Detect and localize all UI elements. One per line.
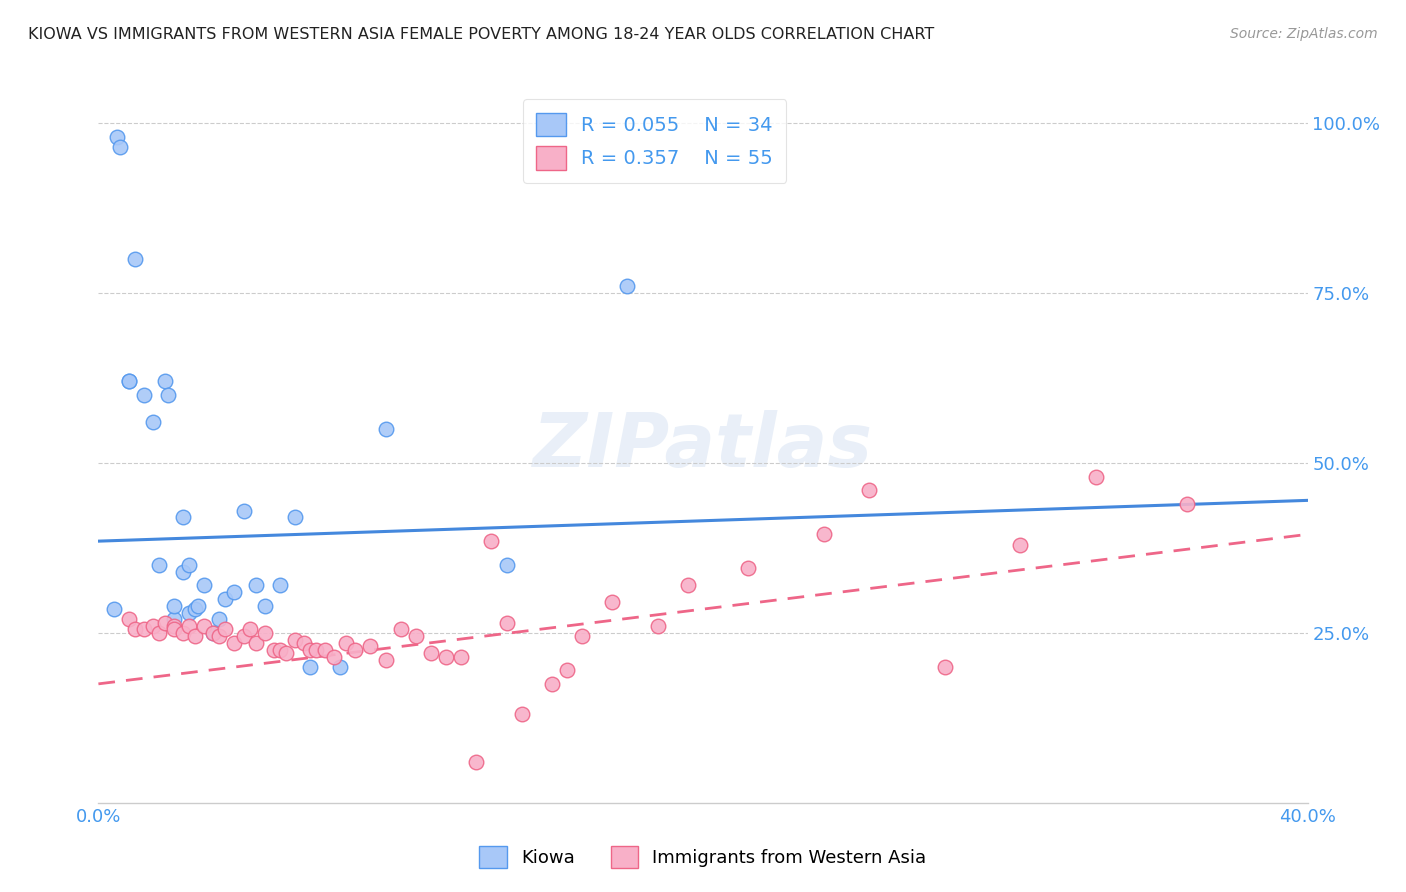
Point [253, 599, 276, 613]
Point [214, 623, 236, 637]
Point [124, 623, 146, 637]
Point [450, 649, 472, 664]
Point [495, 615, 517, 630]
Point [323, 649, 346, 664]
Point [360, 640, 382, 654]
Point [245, 578, 267, 592]
Point [118, 375, 141, 389]
Point [314, 643, 336, 657]
Text: ZIPatlas: ZIPatlas [533, 409, 873, 483]
Point [163, 623, 186, 637]
Point [142, 415, 165, 429]
Point [335, 636, 357, 650]
Point [616, 279, 638, 293]
Point [329, 660, 352, 674]
Point [193, 578, 215, 592]
Point [224, 585, 246, 599]
Point [232, 629, 254, 643]
Point [571, 629, 593, 643]
Point [179, 606, 201, 620]
Point [132, 388, 155, 402]
Point [269, 578, 291, 592]
Point [465, 755, 488, 769]
Point [163, 599, 186, 613]
Point [1085, 469, 1108, 483]
Point [676, 578, 699, 592]
Point [239, 623, 262, 637]
Point [481, 534, 503, 549]
Point [202, 626, 225, 640]
Point [274, 646, 297, 660]
Point [292, 636, 315, 650]
Point [737, 561, 759, 575]
Point [208, 629, 231, 643]
Point [172, 510, 194, 524]
Point [602, 595, 624, 609]
Point [284, 632, 307, 647]
Point [153, 615, 176, 630]
Point [374, 653, 396, 667]
Point [156, 388, 179, 402]
Point [647, 619, 669, 633]
Legend: R = 0.055    N = 34, R = 0.357    N = 55: R = 0.055 N = 34, R = 0.357 N = 55 [523, 99, 786, 184]
Point [179, 558, 201, 572]
Text: Source: ZipAtlas.com: Source: ZipAtlas.com [1230, 27, 1378, 41]
Legend: Kiowa, Immigrants from Western Asia: Kiowa, Immigrants from Western Asia [468, 835, 938, 879]
Point [163, 612, 186, 626]
Point [105, 129, 128, 144]
Point [142, 619, 165, 633]
Point [184, 602, 207, 616]
Point [269, 643, 291, 657]
Point [813, 527, 835, 541]
Point [305, 643, 328, 657]
Point [118, 375, 141, 389]
Point [208, 612, 231, 626]
Point [103, 602, 125, 616]
Point [858, 483, 880, 498]
Point [193, 619, 215, 633]
Point [1010, 537, 1032, 551]
Point [284, 510, 307, 524]
Point [510, 707, 533, 722]
Point [434, 649, 457, 664]
Point [495, 558, 517, 572]
Point [344, 643, 367, 657]
Point [179, 619, 201, 633]
Point [420, 646, 443, 660]
Point [172, 626, 194, 640]
Point [118, 612, 141, 626]
Point [163, 619, 186, 633]
Point [202, 626, 225, 640]
Point [124, 252, 146, 266]
Point [253, 626, 276, 640]
Point [108, 140, 131, 154]
Point [934, 660, 956, 674]
Point [172, 565, 194, 579]
Point [555, 663, 578, 677]
Point [214, 591, 236, 606]
Text: KIOWA VS IMMIGRANTS FROM WESTERN ASIA FEMALE POVERTY AMONG 18-24 YEAR OLDS CORRE: KIOWA VS IMMIGRANTS FROM WESTERN ASIA FE… [28, 27, 935, 42]
Point [187, 599, 209, 613]
Point [540, 677, 562, 691]
Point [148, 558, 170, 572]
Point [232, 503, 254, 517]
Point [1175, 497, 1198, 511]
Point [184, 629, 207, 643]
Point [148, 626, 170, 640]
Point [263, 643, 285, 657]
Point [132, 623, 155, 637]
Point [153, 375, 176, 389]
Point [299, 660, 322, 674]
Point [374, 422, 396, 436]
Point [224, 636, 246, 650]
Point [389, 623, 412, 637]
Point [405, 629, 427, 643]
Point [299, 643, 322, 657]
Point [245, 636, 267, 650]
